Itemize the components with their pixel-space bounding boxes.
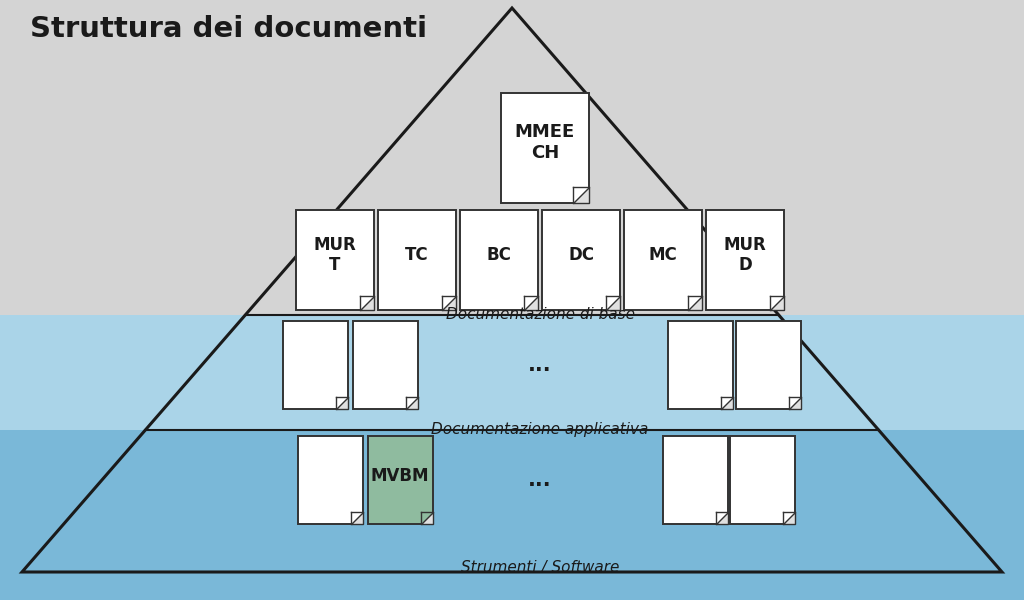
Bar	[706, 210, 784, 310]
Bar	[663, 436, 727, 524]
Bar	[0, 315, 1024, 430]
Polygon shape	[524, 296, 538, 310]
Text: Struttura dei documenti: Struttura dei documenti	[30, 15, 427, 43]
Polygon shape	[606, 296, 620, 310]
Bar	[296, 210, 374, 310]
Text: MUR
T: MUR T	[313, 236, 356, 274]
Text: Strumenti / Software: Strumenti / Software	[461, 560, 620, 575]
Text: MC: MC	[648, 246, 677, 264]
Bar	[624, 210, 702, 310]
Polygon shape	[421, 512, 432, 524]
Bar	[378, 210, 456, 310]
Polygon shape	[782, 512, 795, 524]
Text: ...: ...	[528, 355, 552, 375]
Bar	[460, 210, 538, 310]
Bar	[298, 436, 362, 524]
Bar	[735, 321, 801, 409]
Text: ...: ...	[528, 470, 552, 490]
Text: Documentazione di base: Documentazione di base	[445, 307, 635, 322]
Bar	[0, 430, 1024, 600]
Bar	[729, 436, 795, 524]
Text: MMEE
CH: MMEE CH	[515, 123, 575, 162]
Bar	[368, 436, 432, 524]
Polygon shape	[442, 296, 456, 310]
Polygon shape	[770, 296, 784, 310]
Text: DC: DC	[568, 246, 594, 264]
Text: TC: TC	[406, 246, 429, 264]
Text: MVBM: MVBM	[371, 467, 429, 485]
Polygon shape	[360, 296, 374, 310]
Bar	[283, 321, 347, 409]
Bar	[352, 321, 418, 409]
Bar	[668, 321, 732, 409]
Polygon shape	[788, 397, 801, 409]
Text: MUR
D: MUR D	[724, 236, 766, 274]
Polygon shape	[716, 512, 727, 524]
Polygon shape	[721, 397, 732, 409]
Polygon shape	[336, 397, 347, 409]
Bar	[501, 93, 589, 203]
Text: Documentazione applicativa: Documentazione applicativa	[431, 422, 648, 437]
Polygon shape	[351, 512, 362, 524]
Text: BC: BC	[486, 246, 511, 264]
Polygon shape	[688, 296, 702, 310]
Polygon shape	[573, 187, 589, 203]
Bar	[542, 210, 620, 310]
Polygon shape	[406, 397, 418, 409]
